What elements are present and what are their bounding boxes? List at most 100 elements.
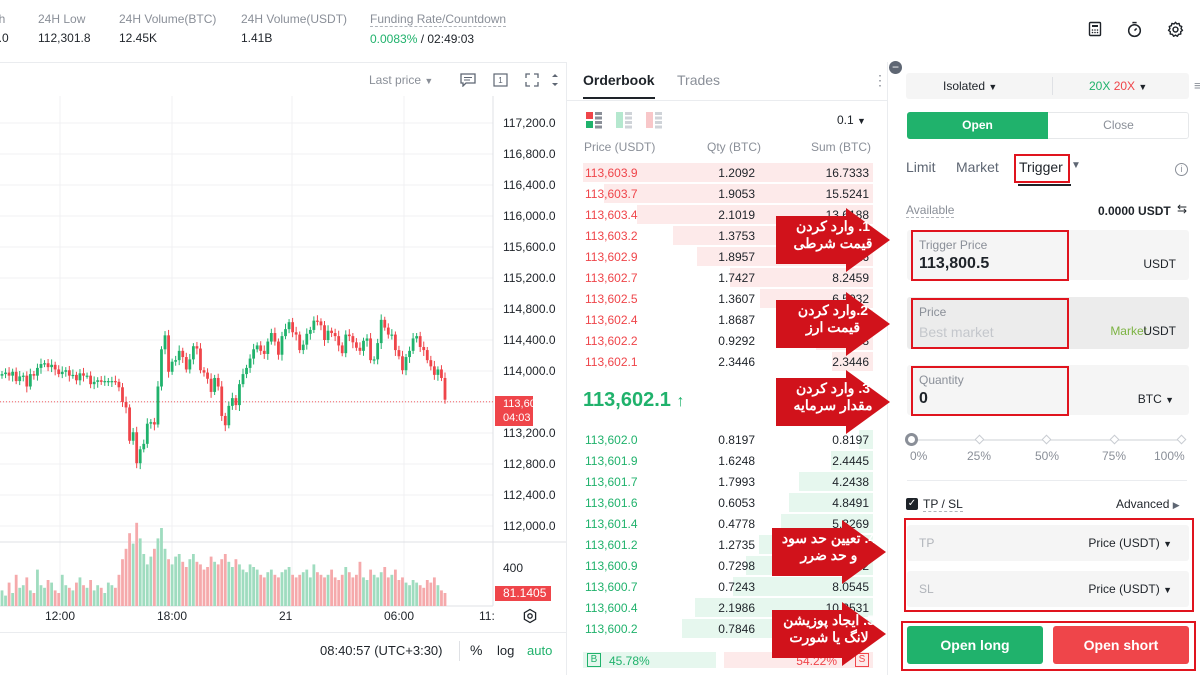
tab-trades[interactable]: Trades — [677, 72, 721, 88]
bid-row[interactable]: 113,601.6 0.6053 4.8491 — [583, 492, 873, 513]
info-icon[interactable]: i — [1175, 163, 1188, 176]
transfer-icon[interactable]: ⇆ — [1177, 202, 1188, 216]
volume-bar — [234, 559, 238, 606]
volume-bar — [75, 582, 78, 606]
depth-bar — [832, 352, 873, 371]
depth-bar — [799, 472, 873, 491]
tpsl-label: TP / SL — [923, 497, 963, 512]
ask-row[interactable]: 113,602.7 1.7427 8.2459 — [583, 267, 873, 288]
quantity-field[interactable]: Quantity 0 BTC ▼ — [907, 365, 1189, 415]
ask-row[interactable]: 113,603.7 1.9053 15.5241 — [583, 183, 873, 204]
candle-body — [425, 350, 429, 361]
stopwatch-icon[interactable] — [1123, 18, 1145, 40]
volume-bar — [372, 574, 376, 606]
chart-settings-icon[interactable] — [522, 608, 538, 629]
annotation-callout-3: 3. وارد کردن مقدار سرمایه — [776, 370, 894, 434]
bid-row[interactable]: 113,601.7 1.7993 4.2438 — [583, 471, 873, 492]
trigger-price-value[interactable]: 113,800.5 — [919, 255, 990, 272]
slider-mark-100[interactable] — [1176, 434, 1187, 445]
volume-bar — [18, 587, 22, 606]
orderbook-sum: 15.5241 — [825, 187, 869, 201]
advanced-link[interactable]: Advanced ▶ — [1116, 497, 1180, 511]
orderbook-bids-only-icon[interactable] — [616, 112, 633, 134]
orderbook-asks-only-icon[interactable] — [646, 112, 663, 134]
tp-field[interactable]: TP Price (USDT) ▼ — [907, 525, 1189, 561]
orderbook-price: 113,600.4 — [585, 601, 638, 615]
volume-bar — [67, 587, 71, 606]
log-scale-toggle[interactable]: log — [497, 643, 515, 658]
slider-label: 50% — [1035, 449, 1060, 463]
bid-row[interactable]: 113,602.0 0.8197 0.8197 — [583, 429, 873, 450]
tick-size-select[interactable]: 0.1 ▼ — [837, 113, 866, 127]
open-short-button[interactable]: Open short — [1053, 626, 1189, 664]
auto-scale-toggle[interactable]: auto — [527, 643, 553, 658]
candlestick-chart[interactable] — [0, 96, 566, 636]
order-type-trigger[interactable]: Trigger — [1019, 159, 1063, 175]
percent-scale-toggle[interactable]: % — [470, 642, 483, 658]
quantity-value[interactable]: 0 — [919, 390, 928, 407]
price-market-toggle[interactable]: Market — [1110, 324, 1147, 338]
candle-body — [28, 374, 32, 387]
more-vertical-icon[interactable]: ⋮ — [873, 72, 887, 88]
price-type-select[interactable]: Last price ▼ — [369, 73, 433, 87]
panel-menu-icon[interactable]: ≡ — [1194, 78, 1200, 93]
collapse-minus-icon[interactable]: − — [889, 61, 902, 74]
quantity-slider-handle[interactable] — [905, 433, 918, 446]
open-tab[interactable]: Open — [907, 112, 1048, 139]
sl-field[interactable]: SL Price (USDT) ▼ — [907, 571, 1189, 607]
close-tab[interactable]: Close — [1103, 118, 1134, 132]
depth-bar — [583, 163, 873, 182]
expand-arrows-icon[interactable] — [549, 73, 561, 92]
bid-row[interactable]: 113,600.7 0.7243 8.0545 — [583, 576, 873, 597]
volume-bar — [308, 577, 312, 606]
funding-label[interactable]: Funding Rate/Countdown — [370, 12, 507, 27]
order-type-limit[interactable]: Limit — [906, 159, 936, 175]
volume-bar — [227, 561, 231, 606]
ask-row[interactable]: 113,602.1 2.3446 2.3446 — [583, 351, 873, 372]
candle-body — [71, 374, 75, 377]
volume-bar — [11, 593, 15, 606]
slider-mark-75[interactable] — [1109, 434, 1120, 445]
tp-type-select[interactable]: Price (USDT) ▼ — [1088, 536, 1172, 550]
sl-type-select[interactable]: Price (USDT) ▼ — [1088, 582, 1172, 596]
volume-bar — [92, 590, 96, 606]
candle-body — [213, 377, 217, 392]
single-layout-icon[interactable]: 1 — [493, 73, 508, 92]
callout-arrow — [846, 208, 890, 272]
trigger-price-field[interactable]: Trigger Price 113,800.5 USDT — [907, 230, 1189, 280]
orderbook-price: 113,602.1 — [585, 355, 638, 369]
open-long-button[interactable]: Open long — [907, 626, 1043, 664]
callout-text: 5. ایجاد پوزیشن لانگ یا شورت — [783, 612, 875, 645]
slider-mark-25[interactable] — [974, 434, 985, 445]
price-field[interactable]: Price Best market Market USDT — [907, 297, 1189, 349]
tpsl-checkbox-icon[interactable]: ✓ — [906, 498, 918, 510]
slider-mark-50[interactable] — [1041, 434, 1052, 445]
chevron-down-icon[interactable]: ▼ — [1071, 160, 1081, 171]
callout-text: 1. وارد کردن قیمت شرطی — [793, 218, 873, 251]
volume-bar — [305, 569, 309, 606]
bid-row[interactable]: 113,601.9 1.6248 2.4445 — [583, 450, 873, 471]
buy-percentage: 45.78% — [609, 654, 650, 668]
orderbook-both-sides-icon[interactable] — [586, 112, 603, 134]
funding-countdown: / 02:49:03 — [420, 32, 475, 46]
quantity-unit-select[interactable]: BTC ▼ — [1138, 392, 1174, 406]
depth-bar — [858, 430, 873, 449]
fullscreen-icon[interactable] — [525, 73, 539, 92]
chat-icon[interactable] — [460, 73, 476, 92]
volume-bar — [245, 572, 248, 606]
candle-body — [167, 335, 170, 372]
leverage-select[interactable]: 20X 20X ▼ — [1089, 79, 1147, 93]
x-axis-tick: 21 — [279, 609, 293, 623]
order-type-market[interactable]: Market — [956, 159, 999, 175]
tab-orderbook[interactable]: Orderbook — [583, 72, 655, 88]
settings-gear-icon[interactable] — [1164, 18, 1186, 40]
volume-bar — [273, 574, 277, 606]
orderbook-price: 113,603.4 — [585, 208, 638, 222]
stat-funding-rate[interactable]: Funding Rate/Countdown 0.0083% / 02:49:0… — [370, 12, 507, 46]
calculator-icon[interactable] — [1084, 18, 1106, 40]
volume-bar — [124, 548, 128, 606]
margin-mode-select[interactable]: Isolated ▼ — [943, 79, 997, 93]
ask-row[interactable]: 113,603.9 1.2092 16.7333 — [583, 162, 873, 183]
orderbook-price: 113,602.2 — [585, 334, 638, 348]
price-unit: USDT — [1143, 324, 1176, 338]
